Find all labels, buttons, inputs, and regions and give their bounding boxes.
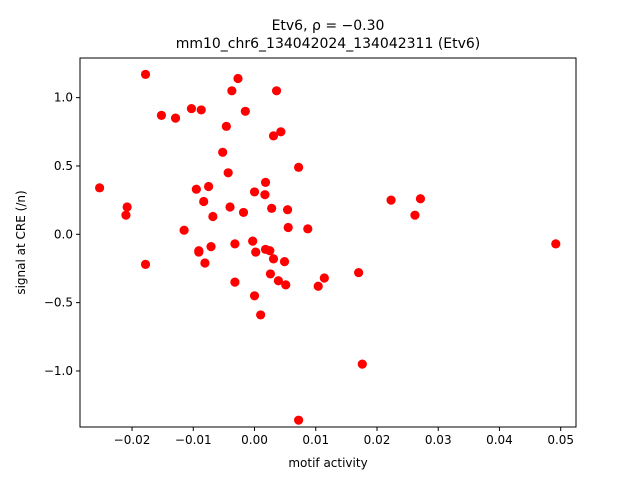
data-point [271,86,282,96]
y-axis-ticks: 1.0 0.5 0.0 −0.5 −1.0 [44,91,80,378]
data-point [273,276,283,286]
data-point [238,207,249,218]
data-point [95,183,105,193]
x-tick-label: −0.02 [114,433,151,447]
data-point [191,184,201,194]
data-point [313,281,323,291]
data-point [268,131,279,141]
plot-area [80,58,576,427]
data-point [267,203,277,213]
data-point [410,210,420,220]
data-point [276,127,286,137]
x-axis-label: motif activity [288,456,367,470]
data-point [208,211,218,222]
data-point [199,196,209,207]
y-tick-label: −0.5 [44,296,73,310]
x-tick-label: 0.02 [364,433,391,447]
y-tick-label: −1.0 [44,364,73,378]
data-point [415,194,426,204]
data-points [95,69,561,425]
data-point [279,257,290,267]
x-tick-label: 0.00 [241,433,268,447]
data-point [230,277,240,287]
data-point [230,239,240,249]
data-point [386,195,396,205]
data-point [294,162,304,172]
data-point [251,247,261,257]
data-point [200,258,210,268]
data-point [260,177,271,187]
y-tick-label: 0.5 [54,159,73,173]
data-point [225,202,235,212]
data-point [140,69,151,79]
data-point [227,86,237,96]
y-tick-label: 1.0 [54,91,73,105]
data-point [248,236,258,246]
data-point [319,273,329,283]
x-tick-label: 0.01 [302,433,329,447]
data-point [206,242,216,252]
x-tick-label: 0.04 [486,433,513,447]
data-point [233,73,243,84]
data-point [249,187,260,197]
data-point [156,110,167,120]
data-point [170,113,181,123]
data-point [357,359,367,369]
data-point [249,291,260,301]
data-point [194,247,204,257]
data-point [203,181,214,192]
chart-title: Etv6, ρ = −0.30 [272,18,385,34]
data-point [240,106,250,116]
data-point [551,239,561,249]
y-tick-label: 0.0 [54,227,73,241]
data-point [121,210,131,220]
data-point [140,259,151,269]
data-point [186,103,197,114]
data-point [218,147,228,157]
data-point [268,254,279,264]
data-point [122,202,132,212]
data-point [265,269,276,279]
chart-subtitle: mm10_chr6_134042024_134042311 (Etv6) [176,36,481,52]
data-point [283,222,293,233]
data-point [256,310,266,320]
data-point [281,280,291,290]
data-point [354,267,364,278]
data-point [303,224,313,234]
data-point [221,121,231,131]
data-point [294,415,304,425]
x-axis-ticks: −0.02 −0.01 0.00 0.01 0.02 0.03 0.04 0.05 [114,427,574,447]
x-tick-label: 0.05 [547,433,574,447]
data-point [179,225,189,235]
x-tick-label: 0.03 [425,433,452,447]
data-point [282,205,293,215]
y-axis-label: signal at CRE (/n) [14,190,28,294]
data-point [223,168,233,178]
x-tick-label: −0.01 [175,433,212,447]
data-point [265,246,275,256]
data-point [196,105,206,115]
data-point [260,190,270,200]
plot-frame [79,57,577,428]
